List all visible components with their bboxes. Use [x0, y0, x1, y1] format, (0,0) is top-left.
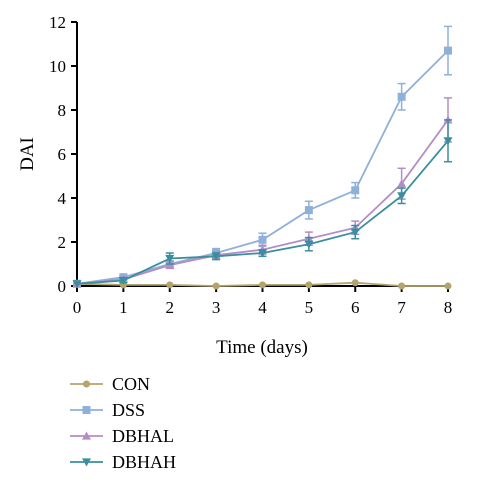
legend-marker — [83, 380, 90, 388]
legend-label: DSS — [112, 400, 145, 420]
y-tick-label: 4 — [58, 189, 67, 208]
legend-item-con: CON — [70, 374, 150, 394]
legend-marker — [82, 431, 91, 440]
data-point — [118, 276, 128, 285]
legend-marker — [82, 406, 91, 414]
data-point — [397, 192, 407, 201]
y-tick-label: 6 — [58, 145, 67, 164]
data-point — [258, 249, 267, 258]
data-point — [351, 186, 360, 195]
x-tick-label: 7 — [397, 298, 406, 317]
x-axis-title: Time (days) — [216, 337, 308, 358]
data-point — [72, 280, 82, 289]
data-point — [165, 254, 175, 263]
data-point — [258, 235, 267, 244]
y-axis-title: DAI — [17, 137, 38, 171]
series-con — [73, 279, 452, 290]
y-tick-label: 8 — [58, 101, 67, 120]
legend-label: DBHAH — [112, 452, 176, 472]
data-point — [444, 46, 452, 55]
legend: CON DSS DBHAL DBHAH — [70, 374, 176, 472]
legend-item-dbhah: DBHAH — [70, 452, 176, 472]
x-tick-label: 4 — [258, 298, 267, 317]
x-tick-label: 0 — [73, 298, 82, 317]
x-tick-label: 3 — [212, 298, 221, 317]
data-point — [212, 282, 220, 290]
data-point — [397, 179, 407, 188]
data-point — [166, 281, 174, 289]
data-point — [211, 252, 221, 261]
data-point — [259, 281, 266, 289]
data-point — [444, 282, 452, 290]
series-line — [76, 119, 449, 285]
y-ticks: 0 2 4 6 8 10 12 — [49, 13, 77, 296]
y-tick-label: 0 — [58, 277, 67, 296]
x-tick-label: 6 — [351, 298, 360, 317]
x-tick-label: 5 — [305, 298, 314, 317]
data-point — [305, 281, 313, 289]
legend-item-dbhal: DBHAL — [70, 426, 174, 446]
series-line — [76, 140, 449, 285]
y-tick-label: 2 — [58, 233, 67, 252]
data-point — [304, 240, 314, 249]
legend-item-dss: DSS — [70, 400, 145, 420]
data-point — [304, 206, 313, 215]
y-tick-label: 12 — [49, 13, 66, 32]
x-ticks: 0 1 2 3 4 5 6 7 8 — [73, 286, 453, 317]
x-tick-label: 8 — [444, 298, 453, 317]
x-tick-label: 1 — [119, 298, 128, 317]
data-point — [398, 282, 406, 290]
data-point — [351, 279, 359, 287]
legend-label: DBHAL — [112, 426, 174, 446]
y-tick-label: 10 — [49, 57, 66, 76]
legend-marker — [82, 458, 91, 467]
x-tick-label: 2 — [166, 298, 175, 317]
series-layer — [72, 25, 453, 290]
data-point — [350, 228, 360, 237]
series-dbhal — [72, 97, 453, 288]
data-point — [397, 92, 406, 101]
series-dbhah — [72, 119, 453, 289]
data-point — [443, 137, 453, 146]
legend-label: CON — [112, 374, 150, 394]
